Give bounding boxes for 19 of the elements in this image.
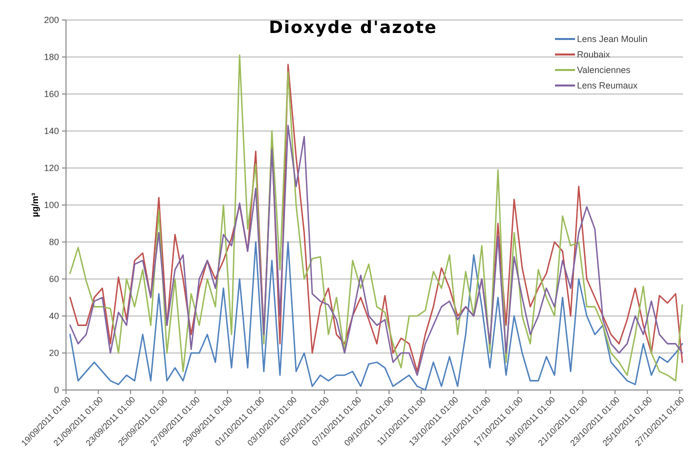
y-tick-label: 80 <box>48 237 59 248</box>
legend-label: Lens Reumaux <box>577 80 638 91</box>
chart-title: Dioxyde d'azote <box>268 18 438 38</box>
y-tick-label: 40 <box>48 311 59 322</box>
y-tick-label: 20 <box>48 348 59 358</box>
y-tick-label: 0 <box>54 385 59 396</box>
legend-label: Valenciennes <box>577 65 631 76</box>
legend-label: Lens Jean Moulin <box>577 34 648 44</box>
y-axis-title: µg/m³ <box>30 192 40 218</box>
y-tick-label: 120 <box>44 163 59 174</box>
legend-label: Roubaix <box>577 50 611 60</box>
y-tick-label: 200 <box>44 15 59 26</box>
line-series <box>69 241 684 391</box>
y-tick-label: 100 <box>44 200 59 210</box>
y-tick-label: 180 <box>44 52 59 62</box>
line-series <box>69 124 684 376</box>
y-tick-label: 60 <box>48 274 59 284</box>
y-tick-label: 140 <box>44 126 59 136</box>
y-tick-label: 160 <box>44 89 59 100</box>
